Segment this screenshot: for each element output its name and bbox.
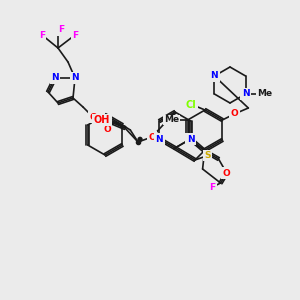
Text: S: S (205, 151, 211, 160)
Text: Me: Me (164, 116, 179, 124)
Text: ●: ● (137, 136, 143, 142)
Text: F: F (72, 31, 78, 40)
Text: N: N (51, 74, 59, 82)
Text: O: O (223, 169, 230, 178)
Text: F: F (39, 31, 45, 40)
Text: F: F (209, 182, 216, 191)
Text: O: O (230, 110, 238, 118)
Text: N: N (242, 89, 249, 98)
Text: F: F (58, 26, 64, 34)
Text: N: N (156, 134, 163, 143)
Text: Cl: Cl (186, 100, 196, 110)
Text: O: O (103, 125, 111, 134)
Text: N: N (71, 74, 79, 82)
Text: O: O (89, 112, 97, 122)
Text: O: O (148, 133, 156, 142)
Text: Me: Me (257, 89, 272, 98)
Text: N: N (211, 71, 218, 80)
Text: OH: OH (94, 115, 110, 125)
Text: N: N (187, 134, 194, 143)
